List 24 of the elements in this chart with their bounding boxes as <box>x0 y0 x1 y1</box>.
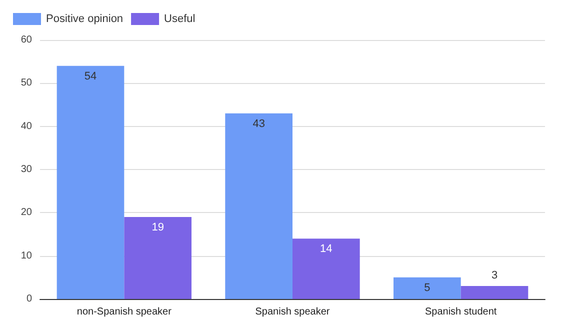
y-tick-label: 30 <box>20 164 32 175</box>
bar <box>292 238 360 299</box>
bar <box>394 277 461 299</box>
data-label: 14 <box>320 243 332 256</box>
data-label: 43 <box>252 118 265 130</box>
bar <box>124 216 192 299</box>
data-label: 19 <box>152 221 164 234</box>
bar <box>225 113 292 299</box>
data-label: 54 <box>84 70 97 82</box>
y-tick-label: 60 <box>20 34 32 46</box>
legend-label: Positive opinion <box>46 13 124 25</box>
legend-label: Useful <box>164 13 196 25</box>
data-label: 5 <box>424 282 430 294</box>
y-tick-label: 50 <box>20 78 32 89</box>
y-tick-label: 20 <box>20 207 32 218</box>
x-tick-label: Spanish student <box>424 306 497 318</box>
y-tick-label: 40 <box>20 120 32 132</box>
x-tick-label: non-Spanish speaker <box>76 306 172 318</box>
y-tick-label: 0 <box>26 294 32 304</box>
x-tick-label: Spanish speaker <box>255 306 330 318</box>
data-label: 3 <box>491 270 498 282</box>
bar <box>460 286 528 299</box>
y-tick-label: 10 <box>20 250 32 262</box>
bar <box>56 66 124 299</box>
